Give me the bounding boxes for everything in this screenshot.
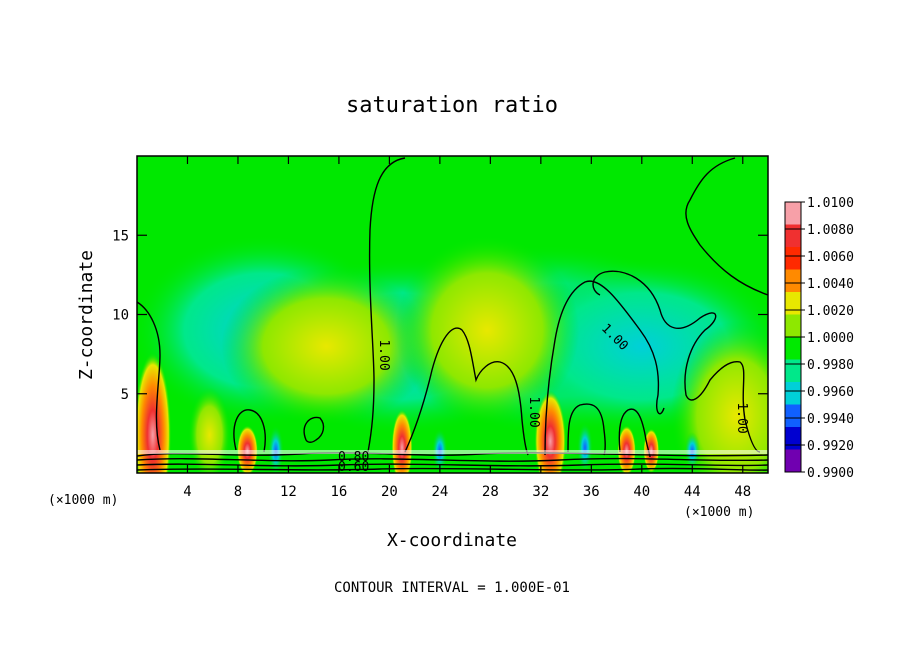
colorbar-swatch <box>785 359 801 383</box>
chart-title: saturation ratio <box>346 93 558 118</box>
colorbar-swatch <box>785 314 801 338</box>
colorbar-label: 0.9980 <box>807 358 854 373</box>
contour-1.00-left <box>137 301 161 451</box>
colorbar: 1.0100 1.0080 1.0060 1.0040 1.0020 1.0000 0.99… <box>784 196 854 481</box>
contour-label: 1.00 <box>526 396 541 427</box>
contour-lines <box>137 157 768 471</box>
contour-1.00-loop-right <box>592 270 761 453</box>
colorbar-label: 1.0100 <box>807 196 854 211</box>
colorbar-label: 0.9920 <box>807 439 854 454</box>
contour-0.60 <box>137 463 768 467</box>
x-tick-label: 12 <box>280 484 297 500</box>
colorbar-label: 1.0000 <box>807 331 854 346</box>
field-patch <box>391 409 413 473</box>
y-axis-ticks: 5 10 15 <box>112 228 768 403</box>
x-tick-label: 36 <box>583 484 600 500</box>
x-axis-ticks: 4 8 12 16 20 24 28 32 36 40 44 48 <box>183 156 751 500</box>
contour-label: 1.00 <box>734 402 749 433</box>
x-tick-label: 48 <box>734 484 751 500</box>
field-patch <box>577 422 593 473</box>
contour-1.00-x24 <box>404 327 529 456</box>
field-patches <box>137 235 768 473</box>
colorbar-label: 0.9900 <box>807 466 854 481</box>
field-patch <box>188 387 231 473</box>
colorbar-swatch <box>785 292 801 315</box>
contour-1.00-top-right <box>685 157 768 296</box>
contour-label: 0.80 <box>338 450 369 465</box>
colorbar-swatch <box>785 404 801 428</box>
colorbar-swatch <box>785 382 801 405</box>
ground-strip <box>137 450 768 454</box>
contour-0.50 <box>137 467 768 471</box>
colorbar-swatch <box>785 449 801 473</box>
colorbar-swatch <box>785 427 801 450</box>
colorbar-label: 1.0060 <box>807 250 854 265</box>
field-patch <box>137 352 172 473</box>
x-tick-label: 40 <box>633 484 650 500</box>
x-tick-label: 28 <box>482 484 499 500</box>
contour-interval-note: CONTOUR INTERVAL = 1.000E-01 <box>334 580 570 596</box>
colorbar-swatch <box>785 269 801 293</box>
y-tick-label: 10 <box>112 308 129 324</box>
field-patch <box>221 266 432 426</box>
x-unit-left: (×1000 m) <box>48 493 118 508</box>
colorbar-label: 0.9940 <box>807 412 854 427</box>
y-axis-label: Z-coordinate <box>76 250 97 380</box>
x-tick-label: 16 <box>330 484 347 500</box>
x-axis-label: X-coordinate <box>387 530 517 551</box>
x-tick-label: 4 <box>183 484 191 500</box>
field-patch <box>236 425 258 473</box>
colorbar-swatch <box>785 224 801 248</box>
contour-1.00-x34 <box>567 403 606 456</box>
x-unit-right: (×1000 m) <box>684 505 754 520</box>
contour-label: 0.60 <box>338 460 369 475</box>
contour-label: 1.00 <box>376 339 391 370</box>
y-tick-label: 5 <box>121 387 129 403</box>
plot-area <box>137 156 768 473</box>
colorbar-swatch <box>785 247 801 270</box>
contour-1.00-bump-8 <box>233 409 266 453</box>
x-tick-label: 32 <box>532 484 549 500</box>
contour-0.80 <box>137 452 768 457</box>
x-tick-label: 44 <box>684 484 701 500</box>
colorbar-swatch <box>785 337 801 360</box>
colorbar-swatch <box>785 202 801 225</box>
contour-1.00-bump-14 <box>303 416 325 443</box>
colorbar-label: 0.9960 <box>807 385 854 400</box>
colorbar-label: 1.0020 <box>807 304 854 319</box>
contour-1.00-mid <box>367 157 406 453</box>
x-tick-label: 20 <box>381 484 398 500</box>
field-patch <box>617 425 636 473</box>
x-tick-label: 24 <box>431 484 448 500</box>
colorbar-label: 1.0040 <box>807 277 854 292</box>
field-patch <box>395 235 580 426</box>
contour-1.00-x36 <box>544 280 665 456</box>
y-tick-label: 15 <box>112 228 129 244</box>
colorbar-label: 1.0080 <box>807 223 854 238</box>
contour-0.70 <box>137 457 768 462</box>
x-tick-label: 8 <box>234 484 242 500</box>
